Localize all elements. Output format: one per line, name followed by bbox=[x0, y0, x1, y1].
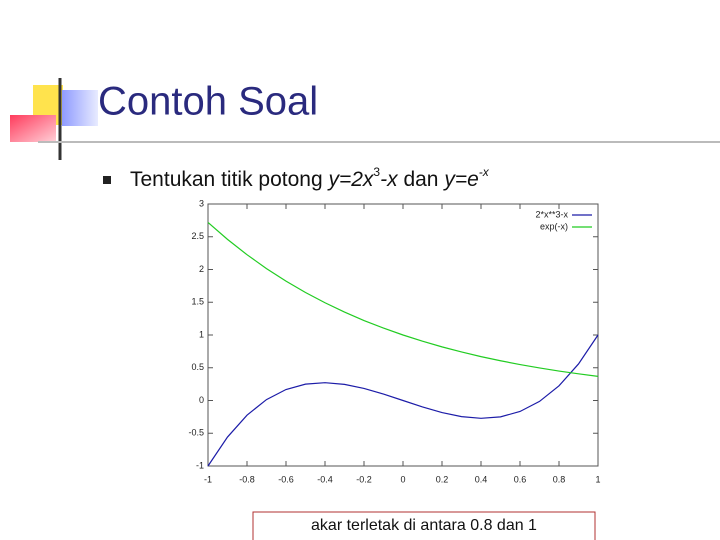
y-tick-label: 1.5 bbox=[191, 297, 204, 307]
deco-pink bbox=[10, 115, 56, 142]
note-text: akar terletak di antara 0.8 dan 1 bbox=[311, 517, 537, 534]
x-tick-label: 0 bbox=[400, 474, 405, 484]
y-tick-label: 1 bbox=[199, 329, 204, 339]
y-tick-label: -1 bbox=[196, 460, 204, 470]
series-line bbox=[207, 222, 599, 377]
text-part: 3 bbox=[373, 165, 380, 179]
y-tick-label: -0.5 bbox=[188, 428, 204, 438]
legend-label: 2*x**3-x bbox=[535, 209, 568, 219]
legend-label: exp(-x) bbox=[540, 221, 568, 231]
x-tick-label: -0.8 bbox=[239, 474, 255, 484]
note-box bbox=[252, 511, 596, 540]
text-part: y=e bbox=[442, 168, 478, 191]
x-tick-label: 0.2 bbox=[436, 474, 449, 484]
x-tick-label: -0.6 bbox=[278, 474, 294, 484]
bullet-marker bbox=[103, 176, 111, 184]
y-tick-label: 2.5 bbox=[191, 231, 204, 241]
text-part: -x bbox=[479, 165, 490, 179]
text-part: Tentukan titik potong bbox=[130, 168, 328, 191]
x-tick-label: 1 bbox=[595, 474, 600, 484]
text-part: dan bbox=[398, 168, 445, 191]
x-tick-label: -0.2 bbox=[356, 474, 372, 484]
x-tick-label: -1 bbox=[204, 474, 212, 484]
y-tick-label: 0.5 bbox=[191, 362, 204, 372]
x-tick-label: 0.6 bbox=[514, 474, 527, 484]
x-tick-label: 0.8 bbox=[553, 474, 566, 484]
series-line bbox=[207, 334, 599, 467]
deco-blue bbox=[62, 90, 98, 126]
y-tick-label: 0 bbox=[199, 395, 204, 405]
text-part: y=2x bbox=[326, 168, 374, 191]
x-tick-label: -0.4 bbox=[317, 474, 333, 484]
bullet-text: Tentukan titik potong y=2x3-x dan y=e-x bbox=[130, 165, 490, 190]
slide-title: Contoh Soal bbox=[98, 80, 318, 124]
text-part: -x bbox=[380, 168, 399, 191]
y-tick-label: 2 bbox=[199, 264, 204, 274]
x-tick-label: 0.4 bbox=[475, 474, 488, 484]
y-tick-label: 3 bbox=[199, 198, 204, 208]
